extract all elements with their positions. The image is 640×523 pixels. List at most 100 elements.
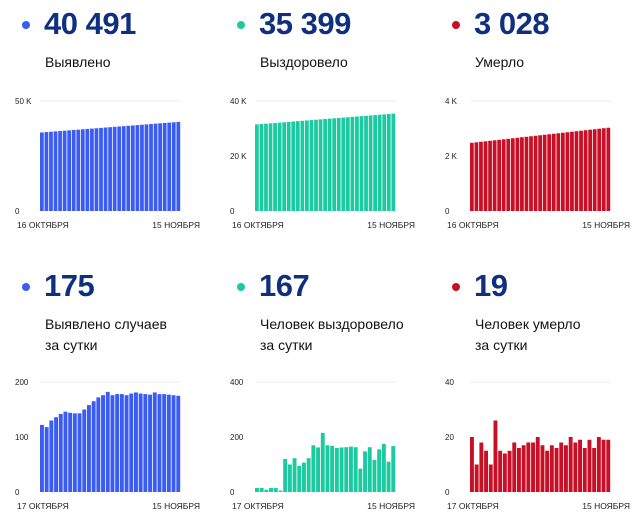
bar — [112, 126, 117, 211]
bar — [597, 128, 602, 211]
y-tick-label: 200 — [15, 378, 29, 387]
bar — [72, 413, 77, 492]
x-date-end: 15 НОЯБРЯ — [367, 220, 415, 230]
bar-chart: 0 2 K 4 K 16 ОКТЯБРЯ 15 НОЯБРЯ — [445, 97, 630, 230]
bar-chart: 0 200 400 17 ОКТЯБРЯ 15 НОЯБРЯ — [230, 378, 415, 511]
bar — [547, 134, 552, 211]
bar — [309, 120, 314, 211]
bar — [49, 420, 54, 492]
bar — [363, 451, 367, 492]
bar — [391, 113, 396, 211]
bar — [54, 417, 58, 492]
bar — [502, 453, 507, 492]
stat-label-line1: Выявлено — [45, 54, 111, 70]
legend-dot-icon — [237, 21, 245, 29]
stat-label-line2: за сутки — [260, 337, 313, 353]
bar — [320, 432, 325, 492]
bar — [91, 401, 96, 492]
y-tick-label: 100 — [15, 433, 29, 442]
stat-label-line2: за сутки — [45, 337, 98, 353]
y-tick-label: 0 — [445, 207, 450, 216]
bar — [67, 130, 72, 211]
x-date-end: 15 НОЯБРЯ — [152, 501, 200, 511]
bar — [277, 122, 282, 211]
bar — [306, 458, 311, 492]
bar — [44, 427, 49, 492]
stat-label: Человек умерло за сутки — [475, 314, 581, 356]
y-tick-label: 40 K — [230, 97, 247, 106]
bar — [554, 448, 559, 492]
y-tick-label: 40 — [445, 378, 454, 387]
bar — [273, 122, 277, 211]
y-tick-label: 400 — [230, 378, 244, 387]
bar — [259, 487, 264, 492]
stat-label-line1: Умерло — [475, 54, 525, 70]
bar — [287, 464, 292, 492]
y-tick-label: 0 — [15, 488, 20, 497]
bar — [126, 125, 131, 211]
bar — [520, 137, 524, 211]
bar — [533, 135, 538, 211]
bar — [540, 445, 545, 492]
bar — [87, 405, 91, 492]
bar — [474, 142, 479, 211]
bar — [568, 437, 573, 492]
bar — [311, 445, 316, 492]
bar — [582, 448, 587, 492]
bar — [291, 121, 296, 211]
bar — [601, 439, 606, 492]
bar — [587, 439, 592, 492]
bar — [53, 131, 58, 211]
panel-deaths-daily: 19 Человек умерло за сутки 0 20 40 17 ОКТЯБРЯ… — [430, 262, 635, 522]
y-tick-label: 0 — [230, 207, 235, 216]
bar — [149, 124, 153, 211]
y-tick-label: 20 — [445, 433, 454, 442]
bar — [367, 447, 372, 492]
bar — [510, 138, 515, 211]
bar — [297, 465, 302, 492]
bar — [549, 445, 554, 492]
legend-dot-icon — [22, 283, 30, 291]
bar — [497, 139, 502, 211]
bar — [588, 129, 593, 211]
stat-value: 3 028 — [474, 6, 550, 41]
bar — [474, 464, 479, 492]
bar — [314, 119, 318, 211]
bar — [140, 124, 144, 211]
bar-chart: 0 100 200 17 ОКТЯБРЯ 15 НОЯБРЯ — [15, 378, 200, 511]
y-tick-label: 50 K — [15, 97, 32, 106]
bar — [302, 462, 306, 492]
bar — [40, 132, 44, 211]
stat-label: Выздоровело — [260, 52, 348, 73]
bar — [556, 133, 561, 211]
bar — [295, 121, 300, 211]
bar — [90, 128, 94, 211]
bar — [62, 130, 67, 211]
bar — [345, 117, 350, 211]
bar — [292, 458, 297, 492]
bar — [350, 116, 355, 211]
bar — [564, 445, 568, 492]
bar — [515, 137, 520, 211]
y-tick-label: 0 — [445, 488, 450, 497]
bar — [339, 447, 344, 492]
bar — [264, 123, 268, 211]
bar — [138, 393, 143, 492]
x-date-end: 15 НОЯБРЯ — [367, 501, 415, 511]
bar — [606, 439, 611, 492]
bar — [574, 131, 579, 211]
bar — [300, 120, 305, 211]
stat-label-line1: Выздоровело — [260, 54, 348, 70]
bar — [264, 489, 269, 492]
bar — [71, 130, 76, 211]
panel-recovered-daily: 167 Человек выздоровело за сутки 0 200 400 17… — [215, 262, 420, 522]
bar — [341, 117, 346, 211]
bar-chart: 0 20 K 40 K 16 ОКТЯБРЯ 15 НОЯБРЯ — [230, 97, 415, 230]
bar — [176, 395, 181, 492]
bar — [152, 392, 157, 492]
bar — [570, 131, 574, 211]
bar — [560, 132, 565, 211]
stat-label-line1: Человек выздоровело — [260, 316, 404, 332]
bar — [99, 127, 103, 211]
stat-label: Человек выздоровело за сутки — [260, 314, 404, 356]
